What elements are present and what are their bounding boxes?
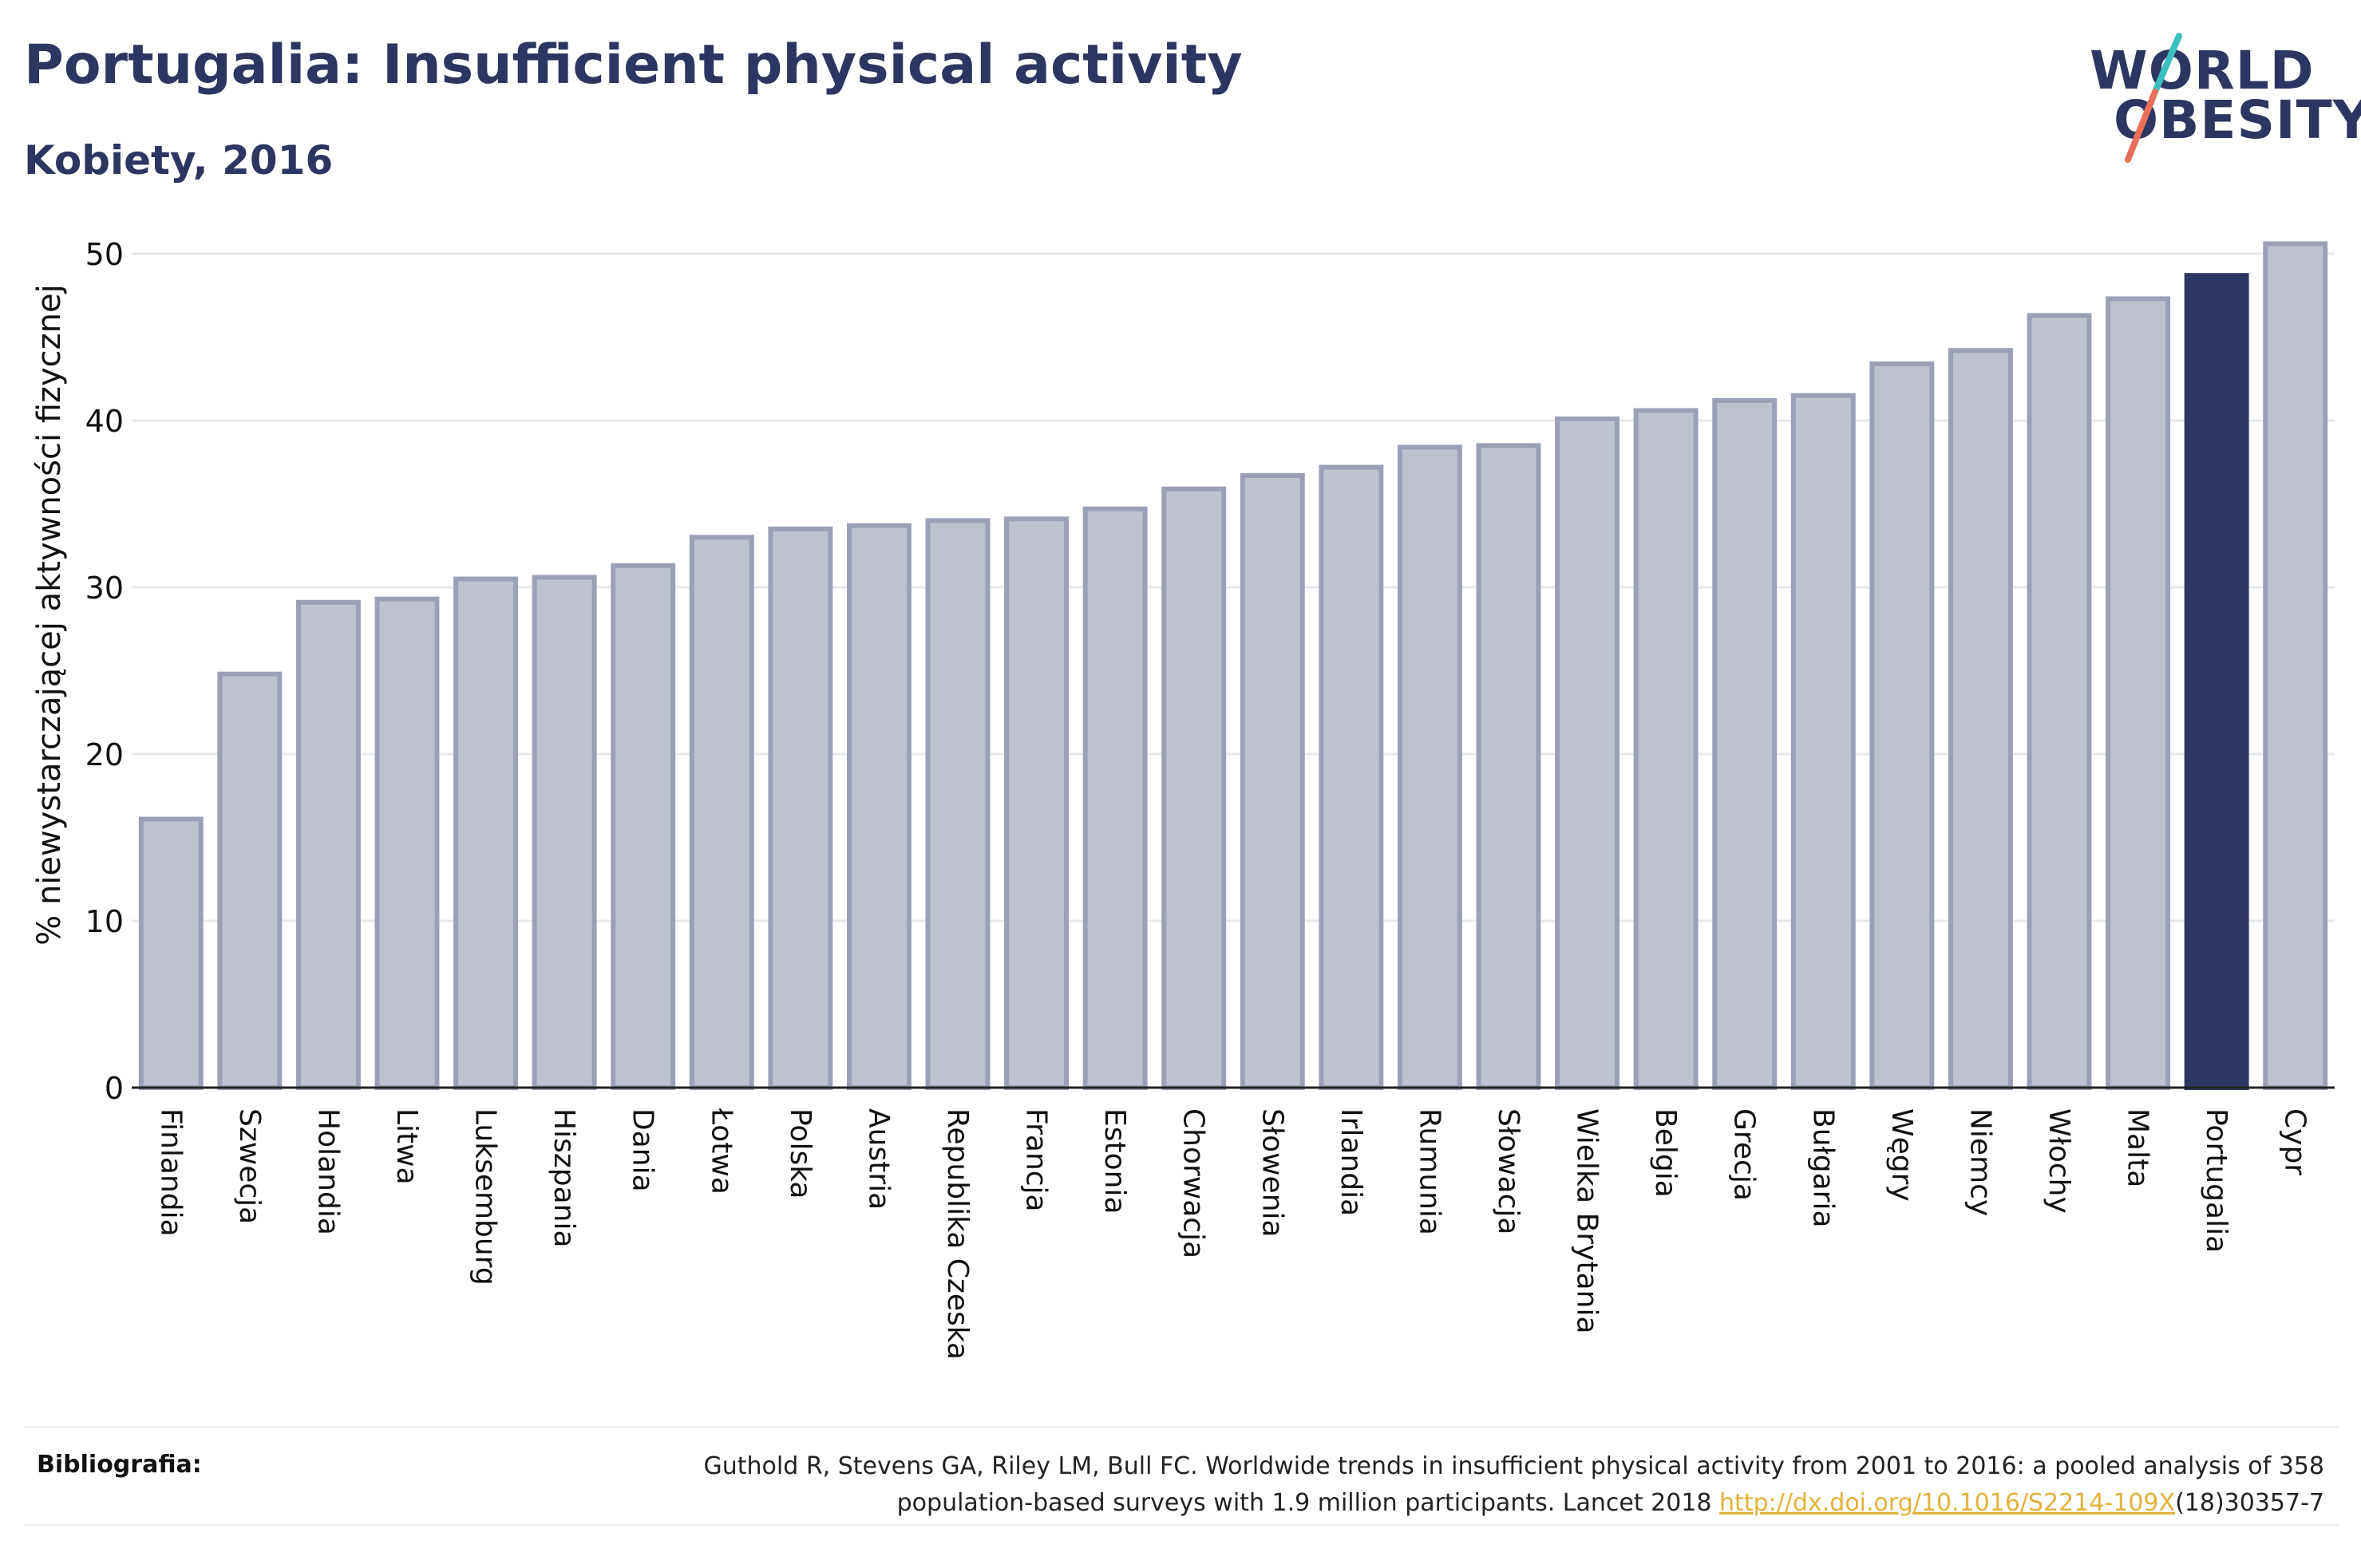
bar — [1633, 408, 1699, 1090]
x-tick-label: Belgia — [1649, 1108, 1682, 1198]
y-tick-label: 20 — [85, 737, 124, 772]
bar — [1161, 486, 1227, 1090]
x-tick-label: Węgry — [1885, 1108, 1918, 1202]
bibliography-text: Guthold R, Stevens GA, Riley LM, Bull FC… — [488, 1448, 2324, 1522]
bar — [1790, 393, 1856, 1090]
logo-slash-icon — [2125, 33, 2182, 163]
x-tick-label: Cypr — [2279, 1108, 2312, 1175]
bar — [2263, 241, 2328, 1091]
x-tick-labels: Finlandia Szwecja Holandia Litwa Luksemburg H… — [154, 1108, 2311, 1360]
x-tick-label: Grecja — [1728, 1108, 1761, 1201]
x-tick-label: Finlandia — [154, 1108, 187, 1237]
y-tick-label: 30 — [85, 571, 124, 606]
bar — [925, 518, 991, 1090]
footer-divider-bottom — [24, 1524, 2339, 1527]
world-obesity-logo: WORLD OBESITY — [2075, 32, 2361, 168]
chart-title: Portugalia: Insufficient physical activi… — [24, 34, 1243, 97]
bar — [1004, 516, 1070, 1090]
y-axis-label: % niewystarczającej aktywności fizycznej — [31, 284, 68, 946]
x-tick-label: Republika Czeska — [941, 1108, 974, 1360]
bar — [1476, 443, 1541, 1090]
chart-subtitle: Kobiety, 2016 — [24, 137, 334, 184]
y-tick-label: 0 — [105, 1071, 124, 1106]
y-tick-labels: 0 10 20 30 40 50 — [85, 237, 124, 1106]
x-tick-label: Wielka Brytania — [1571, 1108, 1604, 1334]
bar — [374, 596, 440, 1090]
bibliography-label: Bibliografia: — [37, 1451, 202, 1479]
x-tick-label: Polska — [784, 1108, 817, 1199]
x-tick-label: Estonia — [1098, 1108, 1131, 1215]
bibliography-line2: population-based surveys with 1.9 millio… — [896, 1489, 1720, 1517]
bar — [1319, 464, 1384, 1090]
y-tick-label: 50 — [85, 237, 124, 272]
x-tick-label: Irlandia — [1335, 1108, 1367, 1216]
bar — [295, 599, 361, 1090]
x-tick-label: Bułgaria — [1806, 1108, 1839, 1228]
bibliography-line2-end: (18)30357-7 — [2175, 1489, 2324, 1517]
bar — [2027, 313, 2092, 1090]
x-tick-label: Luksemburg — [469, 1108, 502, 1286]
x-tick-label: Hiszpania — [548, 1108, 580, 1248]
x-tick-label: Chorwacja — [1177, 1108, 1210, 1258]
y-tick-label: 40 — [85, 404, 124, 439]
bar — [611, 563, 676, 1090]
y-tick-label: 10 — [85, 904, 124, 939]
bar — [217, 671, 283, 1090]
bar — [1712, 397, 1778, 1091]
bar — [1240, 472, 1305, 1090]
x-tick-label: Austria — [862, 1108, 895, 1210]
x-tick-label: Łotwa — [705, 1108, 738, 1195]
x-tick-label: Malta — [2122, 1108, 2154, 1187]
x-tick-label: Francja — [1020, 1108, 1053, 1212]
bar — [1397, 444, 1462, 1090]
bar — [1082, 506, 1148, 1090]
logo-line1: WORLD — [2090, 40, 2315, 101]
x-tick-label: Słowenia — [1256, 1108, 1288, 1238]
x-tick-label: Włochy — [2043, 1108, 2075, 1214]
x-tick-label: Dania — [627, 1108, 659, 1192]
bar — [846, 523, 912, 1090]
bar — [138, 816, 204, 1090]
bar — [2106, 296, 2171, 1090]
bar — [453, 576, 519, 1090]
bar — [1948, 348, 2013, 1091]
x-tick-label: Niemcy — [1964, 1108, 1996, 1216]
bars — [138, 241, 2328, 1091]
bar — [1869, 361, 1935, 1090]
bar-chart: 0 10 20 30 40 50 Finlandia Szwecja Holandia Litw… — [31, 237, 2335, 1360]
x-tick-label: Holandia — [311, 1108, 344, 1235]
bibliography-line1: Guthold R, Stevens GA, Riley LM, Bull FC… — [703, 1452, 2324, 1480]
x-tick-label: Portugalia — [2200, 1108, 2232, 1253]
bar — [532, 575, 597, 1090]
x-tick-label: Litwa — [390, 1108, 423, 1185]
x-tick-label: Rumunia — [1413, 1108, 1445, 1235]
bar — [1555, 416, 1620, 1090]
doi-link[interactable]: http://dx.doi.org/10.1016/S2214-109X — [1719, 1489, 2176, 1517]
footer-divider-top — [24, 1426, 2339, 1428]
x-tick-label: Słowacja — [1492, 1108, 1525, 1234]
x-tick-label: Szwecja — [233, 1108, 266, 1224]
bar-highlighted — [2184, 273, 2249, 1091]
bar — [768, 526, 833, 1090]
bar — [689, 535, 754, 1090]
